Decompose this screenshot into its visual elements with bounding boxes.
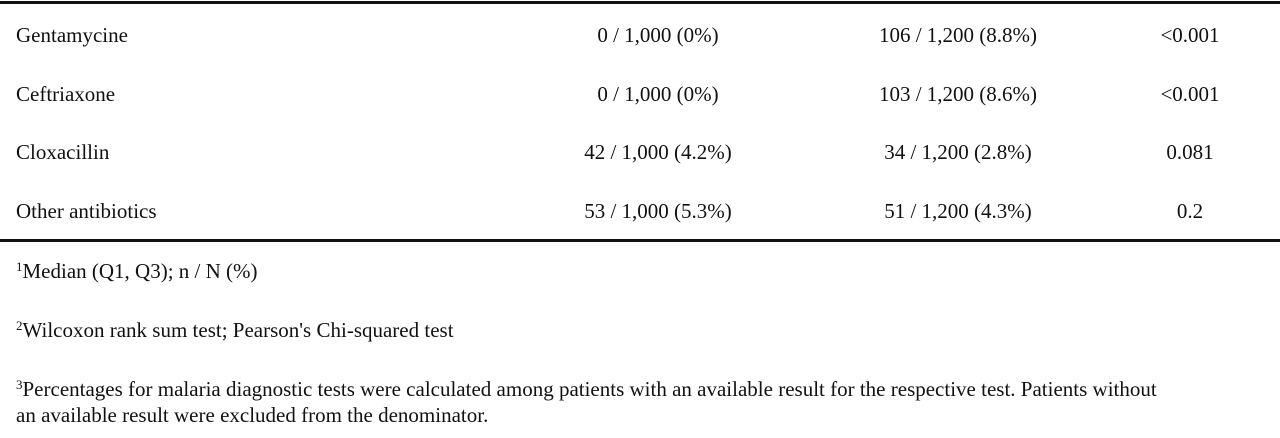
cell: 53 / 1,000 (5.3%) xyxy=(584,198,732,223)
row-label: Cloxacillin xyxy=(16,140,110,164)
cell: <0.001 xyxy=(1160,81,1220,106)
cell: 51 / 1,200 (4.3%) xyxy=(884,198,1032,223)
cell: 42 / 1,000 (4.2%) xyxy=(584,140,732,164)
row-label: Gentamycine xyxy=(16,23,128,47)
footnote-text: Percentages for malaria diagnostic tests… xyxy=(16,377,1157,427)
top-rule xyxy=(0,1,1280,4)
row-label: Ceftriaxone xyxy=(16,81,116,106)
footnote-text: Wilcoxon rank sum test; Pearson's Chi-sq… xyxy=(22,318,454,342)
cell: 0 / 1,000 (0%) xyxy=(597,23,719,47)
row-label: Other antibiotics xyxy=(16,198,157,223)
footnote-marker: 3 xyxy=(16,377,23,392)
footnote: 3Percentages for malaria diagnostic test… xyxy=(16,376,1166,428)
bottom-rule xyxy=(0,239,1280,242)
cell: 0.2 xyxy=(1176,198,1204,223)
cell: 103 / 1,200 (8.6%) xyxy=(878,81,1038,106)
cell: 0.081 xyxy=(1166,140,1214,164)
footnote: 2Wilcoxon rank sum test; Pearson's Chi-s… xyxy=(16,317,1166,343)
footnote-marker: 1 xyxy=(16,259,23,274)
footnote-text: Median (Q1, Q3); n / N (%) xyxy=(22,259,258,283)
cell: 0 / 1,000 (0%) xyxy=(597,81,719,106)
footnote: 1Median (Q1, Q3); n / N (%) xyxy=(16,258,1166,284)
cell: <0.001 xyxy=(1160,23,1220,47)
cell: 34 / 1,200 (2.8%) xyxy=(884,140,1032,164)
cell: 106 / 1,200 (8.8%) xyxy=(878,23,1038,47)
footnote-marker: 2 xyxy=(16,318,23,333)
